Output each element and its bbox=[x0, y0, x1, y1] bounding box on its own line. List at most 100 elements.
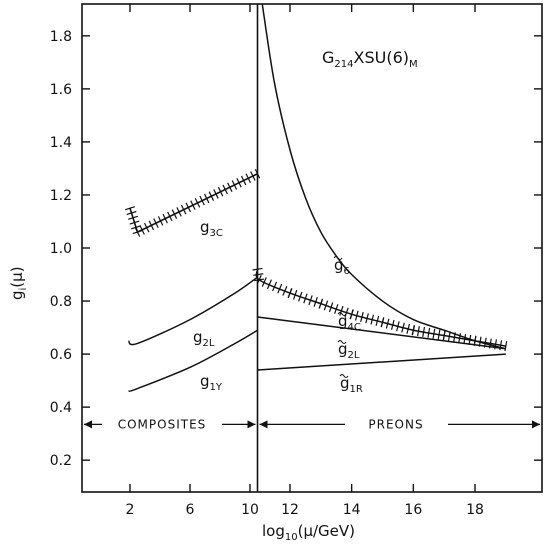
curve-3c-hatch bbox=[227, 182, 233, 192]
curve-4c-tilde-hatch bbox=[344, 307, 349, 318]
curve-4c-tilde-hatch bbox=[422, 326, 426, 338]
curve-3c-hatch bbox=[125, 206, 135, 211]
curve-4c-tilde-hatch bbox=[411, 325, 415, 336]
curve-3c-hatch bbox=[217, 186, 224, 197]
x-tick-label: 10 bbox=[241, 502, 259, 518]
y-tick-label: 0.2 bbox=[50, 453, 72, 469]
curve-4c-tilde-hatch bbox=[365, 313, 369, 324]
curve-3c-hatch bbox=[245, 173, 251, 183]
curve-3c-hatch bbox=[213, 189, 219, 199]
curves bbox=[125, 3, 508, 392]
y-tick-label: 1.4 bbox=[50, 135, 72, 151]
curve-4c-tilde-hatch bbox=[313, 297, 318, 307]
curve-3c-hatch bbox=[134, 227, 141, 237]
curve-3c-hatch bbox=[153, 218, 159, 228]
y-tick-label: 0.8 bbox=[50, 294, 72, 310]
curve-4c-tilde-hatch bbox=[504, 341, 508, 352]
curve-3c-hatch bbox=[131, 225, 141, 230]
x-tick-label: 12 bbox=[281, 502, 299, 518]
curve-4c-tilde-hatch bbox=[447, 331, 451, 342]
curve-3c-hatch bbox=[180, 204, 187, 215]
y-tick-label: 1.8 bbox=[50, 29, 72, 45]
curve-4c-tilde-hatch bbox=[323, 300, 329, 311]
curve-3c-hatch bbox=[236, 177, 242, 188]
curve-4c-tilde-hatch bbox=[328, 302, 334, 313]
curve-3c-hatch bbox=[126, 210, 137, 216]
curve-4c-tilde-hatch bbox=[442, 330, 446, 341]
curve-3c-hatch bbox=[240, 175, 247, 186]
x-tick-label: 14 bbox=[343, 502, 361, 518]
curve-4c-tilde-hatch bbox=[463, 334, 467, 345]
curve-3c-hatch bbox=[204, 193, 210, 204]
y-axis-title: gi(μ) bbox=[8, 266, 29, 300]
curve-4c-tilde-label: g4C bbox=[338, 312, 361, 333]
curve-4c-tilde-hatch bbox=[298, 291, 303, 302]
curve-2l bbox=[127, 276, 258, 346]
y-tick-label: 1.0 bbox=[50, 241, 72, 257]
curve-3c-hatch bbox=[190, 200, 196, 210]
curve-4c-tilde-hatch bbox=[308, 295, 313, 306]
curve-4c-tilde-hatch bbox=[261, 277, 267, 287]
curve-1r-tilde-tilde bbox=[339, 373, 349, 379]
curve-3c-hatch bbox=[208, 191, 215, 201]
curve-4c-tilde-hatch bbox=[390, 319, 395, 330]
composites-arrowhead-right bbox=[247, 420, 256, 429]
curve-4c-tilde-hatch bbox=[401, 322, 405, 333]
curve-4c-tilde-hatch bbox=[458, 333, 462, 344]
curve-1r-tilde-label: g1R bbox=[340, 374, 363, 395]
curve-3c-hatch bbox=[144, 222, 150, 233]
curve-1y-label: g1Y bbox=[200, 372, 223, 393]
y-tick-label: 0.4 bbox=[50, 400, 72, 416]
curve-3c-label: g3C bbox=[200, 218, 223, 239]
x-tick-label: 18 bbox=[466, 502, 484, 518]
curve-3c-hatch bbox=[176, 207, 182, 217]
curve-3c-hatch bbox=[185, 202, 191, 213]
curve-3c-hatch bbox=[222, 184, 228, 195]
curve-4c-tilde-hatch bbox=[277, 283, 283, 294]
curve-6-tilde bbox=[261, 3, 507, 350]
curve-2l-tilde-label: g2L bbox=[338, 340, 360, 361]
composites-arrowhead-left bbox=[84, 420, 92, 429]
curve-3c-hatch bbox=[129, 220, 140, 225]
preons-arrowhead-right bbox=[532, 420, 540, 429]
curve-3c-hatch bbox=[162, 213, 168, 224]
curve-4c-tilde-hatch bbox=[406, 323, 411, 334]
curve-6-tilde-tilde bbox=[333, 255, 343, 261]
y-ticks: 0.2 0.4 0.6 0.8 1.0 1.2 1.4 1.6 1.8 bbox=[50, 29, 542, 469]
curve-4c-tilde-hatch bbox=[360, 311, 364, 322]
curve-1r-tilde bbox=[257, 353, 506, 371]
curve-4c-tilde-hatch bbox=[287, 288, 293, 299]
curve-4c-tilde-hatch bbox=[417, 326, 420, 337]
curve-4c-tilde-hatch bbox=[380, 317, 385, 328]
curve-4c-tilde-hatch bbox=[303, 293, 308, 304]
region-markers: COMPOSITES PREONS bbox=[84, 4, 540, 492]
curve-3c-hatch bbox=[128, 215, 138, 220]
curve-1y bbox=[128, 329, 258, 392]
curve-4c-tilde-hatch bbox=[375, 315, 380, 326]
curve-4c-tilde bbox=[255, 269, 506, 347]
curve-4c-tilde-hatch bbox=[339, 305, 344, 316]
y-tick-label: 0.6 bbox=[50, 347, 72, 363]
curve-4c-tilde-hatch bbox=[432, 328, 436, 339]
curve-3c-hatch bbox=[139, 225, 145, 235]
x-tick-label: 2 bbox=[126, 502, 135, 518]
chart-title: G214XSU(6)M bbox=[322, 48, 418, 70]
curve-4c-tilde-hatch bbox=[427, 327, 431, 338]
curve-3c-hatch bbox=[199, 195, 205, 206]
x-tick-label: 6 bbox=[186, 502, 195, 518]
x-ticks: 2 6 10 12 14 16 18 bbox=[126, 4, 484, 518]
curve-4c-tilde-hatch bbox=[468, 334, 472, 345]
preons-arrowhead-left bbox=[259, 420, 268, 429]
curve-4c-tilde-hatch bbox=[396, 321, 400, 332]
y-tick-label: 1.6 bbox=[50, 82, 72, 98]
preons-label: PREONS bbox=[368, 417, 423, 431]
curve-2l-tilde bbox=[257, 316, 506, 350]
y-tick-label: 1.2 bbox=[50, 188, 72, 204]
curve-4c-tilde-hatch bbox=[453, 332, 456, 343]
curve-3c-hatch bbox=[157, 216, 164, 226]
curve-4c-tilde-hatch bbox=[354, 310, 359, 321]
curve-4c-tilde-hatch bbox=[349, 309, 354, 320]
curve-4c-tilde-hatch bbox=[292, 289, 298, 300]
curve-labels: g3C g2L g1Y g6 g4C g2L g1R bbox=[193, 218, 363, 395]
